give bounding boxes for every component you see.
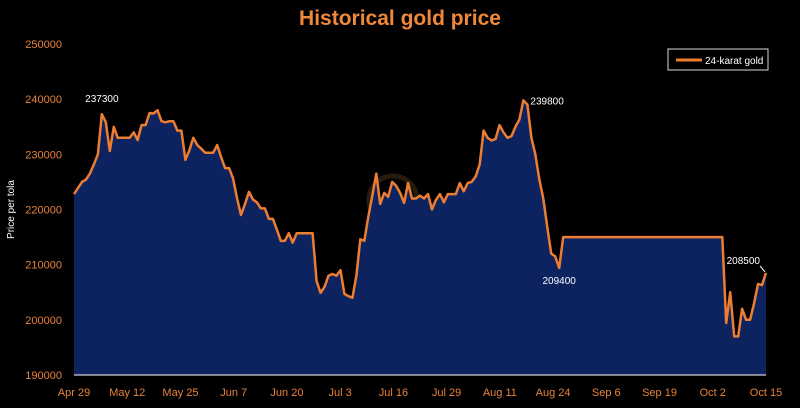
- x-tick-label: Oct 15: [750, 387, 782, 399]
- y-axis-ticks: 190000 200000 210000 220000 230000 240000 2500…: [25, 39, 62, 382]
- y-tick-label: 190000: [25, 370, 62, 382]
- x-tick-label: Aug 24: [536, 387, 571, 399]
- legend-label: 24-karat gold: [705, 56, 763, 67]
- x-tick-label: Jul 29: [432, 387, 461, 399]
- y-tick-label: 230000: [25, 149, 62, 161]
- y-tick-label: 210000: [25, 260, 62, 272]
- x-tick-label: Aug 11: [483, 387, 517, 399]
- x-tick-label: May 12: [109, 387, 145, 399]
- x-axis-ticks: Apr 29 May 12 May 25 Jun 7 Jun 20 Jul 3 Jul 16…: [58, 387, 782, 399]
- x-tick-label: Jun 7: [220, 387, 247, 399]
- x-tick-label: Apr 29: [58, 387, 90, 399]
- y-tick-label: 220000: [25, 205, 62, 217]
- data-label: 237300: [85, 94, 119, 105]
- data-label-leader: [759, 265, 766, 273]
- y-axis-label: Price per tola: [6, 180, 17, 239]
- y-tick-label: 200000: [25, 315, 62, 327]
- x-tick-label: May 25: [162, 387, 198, 399]
- y-tick-label: 250000: [25, 39, 62, 51]
- price-line: [72, 99, 768, 338]
- y-tick-label: 240000: [25, 94, 62, 106]
- x-tick-label: Sep 19: [642, 387, 677, 399]
- price-area-fill: [74, 100, 766, 376]
- data-label: 208500: [727, 256, 761, 267]
- legend-box: [667, 48, 769, 71]
- x-tick-label: Jun 20: [270, 387, 303, 399]
- x-tick-label: Jul 3: [329, 387, 352, 399]
- legend: 24-karat gold: [667, 48, 769, 71]
- data-label: 209400: [543, 276, 577, 287]
- chart-title: Historical gold price: [299, 7, 501, 30]
- data-label: 239800: [530, 96, 564, 107]
- x-tick-label: Sep 6: [592, 387, 621, 399]
- x-tick-label: Oct 2: [700, 387, 726, 399]
- x-tick-label: Jul 16: [379, 387, 408, 399]
- annotations: 237300 239800 209400 208500: [85, 94, 766, 287]
